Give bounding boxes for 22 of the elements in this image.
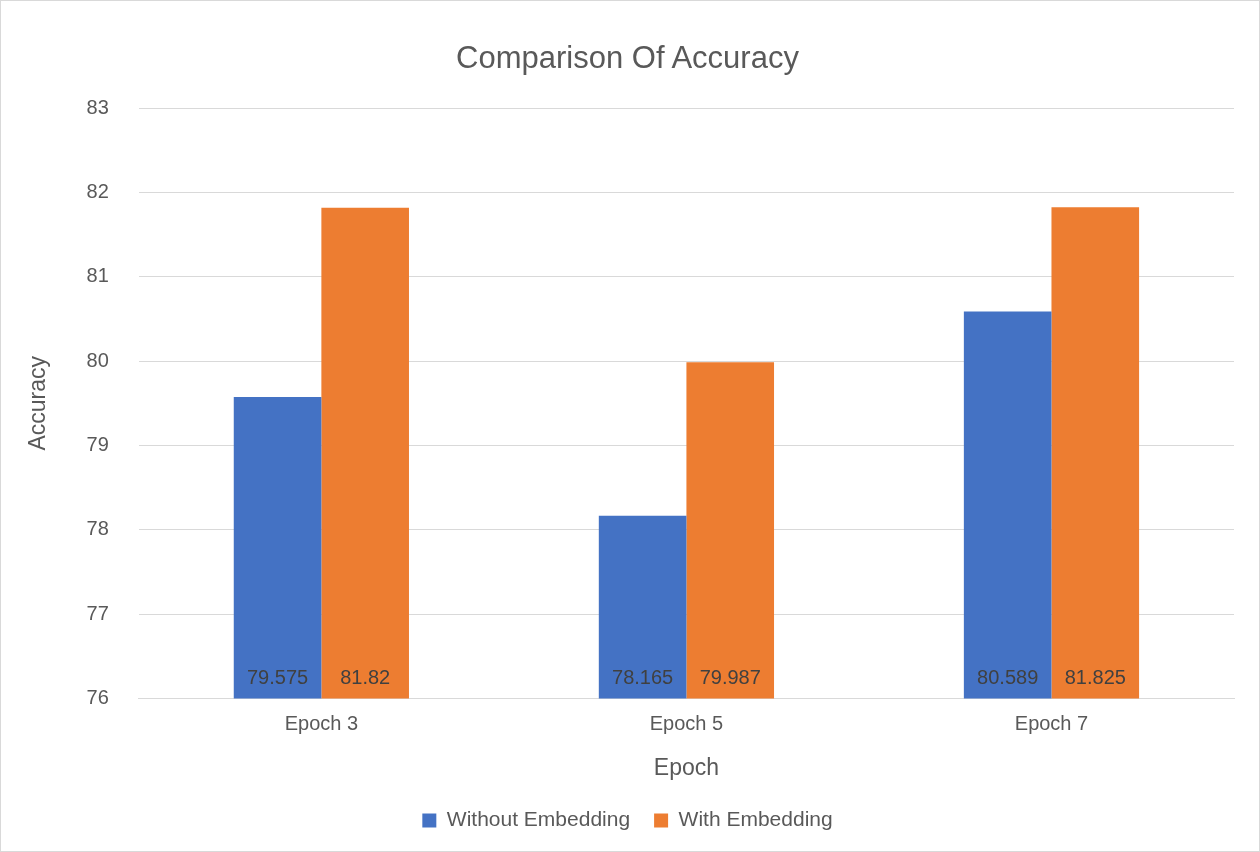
- data-label: 79.575: [246, 665, 309, 688]
- x-tick-label: Epoch 5: [649, 711, 724, 734]
- x-axis-title: Epoch: [653, 753, 720, 780]
- y-axis-title: Accuracy: [24, 355, 51, 451]
- y-tick-label: 76: [86, 685, 109, 708]
- y-tick-label: 82: [86, 180, 109, 203]
- y-tick-label: 83: [86, 95, 109, 118]
- legend-label: With Embedding: [678, 807, 833, 831]
- y-tick-label: 78: [86, 517, 109, 540]
- data-label: 79.987: [699, 665, 761, 688]
- chart-title: Comparison Of Accuracy: [456, 40, 800, 76]
- data-label: 80.589: [977, 665, 1039, 688]
- x-tick-label: Epoch 3: [284, 711, 359, 734]
- y-tick-label: 79: [86, 432, 109, 455]
- data-label: 78.165: [612, 665, 674, 688]
- y-tick-label: 80: [86, 348, 109, 371]
- x-tick-label: Epoch 7: [1014, 711, 1089, 734]
- legend-label: Without Embedding: [446, 807, 631, 831]
- data-label: 81.825: [1064, 665, 1126, 688]
- y-tick-label: 77: [86, 601, 109, 624]
- data-label: 81.82: [340, 665, 391, 688]
- y-tick-label: 81: [86, 264, 109, 287]
